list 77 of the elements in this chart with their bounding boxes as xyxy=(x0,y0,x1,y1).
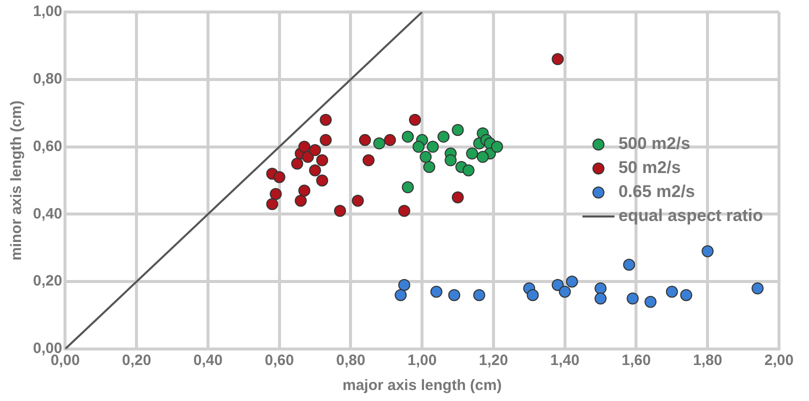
point xyxy=(398,278,410,291)
point xyxy=(266,198,278,210)
point xyxy=(316,154,328,166)
point xyxy=(680,289,692,302)
point xyxy=(594,282,607,294)
point xyxy=(466,148,478,160)
point xyxy=(352,194,364,207)
point xyxy=(298,140,310,153)
point xyxy=(316,174,328,186)
point xyxy=(552,278,564,291)
point xyxy=(426,140,439,153)
x-tick-label: 1,40 xyxy=(550,352,580,370)
x-tick-label: 1,00 xyxy=(407,352,437,370)
point xyxy=(566,276,578,288)
point xyxy=(558,286,571,298)
point xyxy=(302,150,314,163)
y-tick-label: 0,80 xyxy=(32,70,62,88)
point xyxy=(270,188,282,200)
point xyxy=(438,130,450,143)
point xyxy=(408,114,421,126)
point xyxy=(462,164,474,176)
x-tick-label: 1,80 xyxy=(693,352,722,370)
y-tick-label: 1,00 xyxy=(32,3,62,20)
point xyxy=(362,154,375,166)
point xyxy=(398,204,410,217)
point xyxy=(402,181,414,194)
point xyxy=(291,158,304,170)
y-tick-label: 0,60 xyxy=(32,138,62,155)
x-axis-title: major axis length (cm) xyxy=(342,377,502,394)
point xyxy=(476,150,489,163)
point xyxy=(294,194,307,207)
point xyxy=(526,289,539,302)
point xyxy=(644,296,657,308)
y-axis-title: minor axis length (cm) xyxy=(8,100,26,261)
point xyxy=(448,289,460,302)
point xyxy=(384,134,396,146)
point xyxy=(273,171,286,184)
point xyxy=(430,286,442,298)
x-tick-label: 0,00 xyxy=(50,352,80,370)
x-tick-label: 1,20 xyxy=(478,352,508,370)
point xyxy=(552,53,564,66)
point xyxy=(402,130,414,143)
point xyxy=(452,124,464,136)
point xyxy=(752,282,764,294)
x-tick-label: 0,20 xyxy=(122,352,152,370)
point xyxy=(626,292,639,304)
point xyxy=(473,289,486,302)
point xyxy=(423,161,436,174)
point xyxy=(412,140,425,153)
point xyxy=(702,245,714,258)
legend-label: 0.65 m2/s xyxy=(618,182,696,202)
point xyxy=(491,140,504,153)
y-tick-label: 0,20 xyxy=(32,272,62,290)
x-tick-label: 0,80 xyxy=(336,352,366,370)
point xyxy=(334,204,346,217)
legend-label: 50 m2/s xyxy=(618,158,681,178)
legend-label: equal aspect ratio xyxy=(618,206,764,226)
x-tick-label: 1,60 xyxy=(622,352,651,370)
point xyxy=(309,144,322,156)
point xyxy=(420,150,432,163)
point xyxy=(444,154,457,166)
point xyxy=(373,137,386,150)
point xyxy=(358,134,371,146)
point xyxy=(666,286,678,298)
point xyxy=(298,184,310,197)
point xyxy=(320,134,332,146)
x-tick-label: 0,40 xyxy=(193,352,223,370)
point xyxy=(452,191,464,204)
x-tick-label: 0,60 xyxy=(264,352,294,370)
point xyxy=(309,164,322,176)
point xyxy=(320,114,332,126)
y-tick-label: 0,40 xyxy=(32,205,62,222)
x-tick-label: 2,00 xyxy=(764,352,794,370)
legend-label: 500 m2/s xyxy=(618,134,690,154)
point xyxy=(594,292,607,304)
point xyxy=(623,258,636,271)
point xyxy=(394,289,407,302)
